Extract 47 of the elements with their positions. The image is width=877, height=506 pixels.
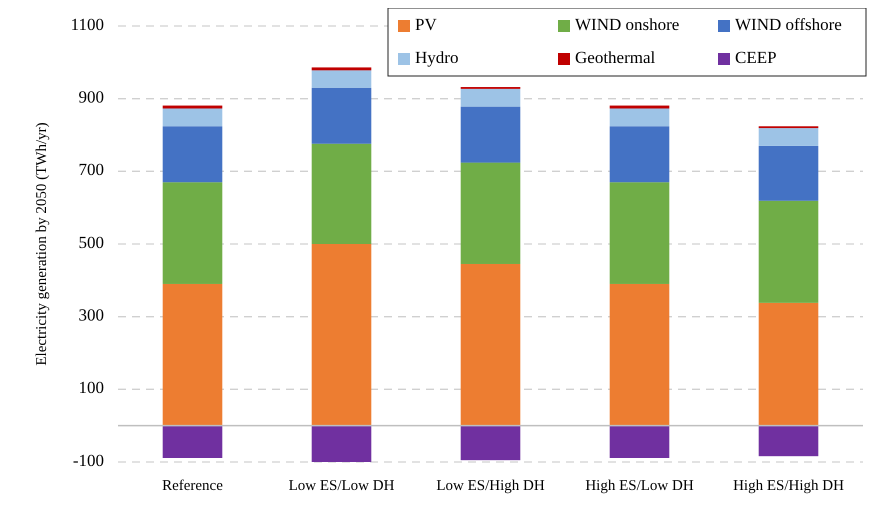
x-tick-label: Low ES/High DH [436, 478, 545, 494]
legend-label: WIND offshore [735, 14, 842, 34]
bar [758, 426, 818, 456]
y-tick-label: -100 [72, 450, 104, 470]
bar [460, 106, 520, 163]
bar [162, 182, 222, 284]
bar [610, 426, 670, 458]
bar [162, 106, 222, 108]
y-tick-label: 900 [78, 88, 104, 107]
bar [312, 144, 372, 244]
bar [460, 264, 520, 426]
legend-label: PV [415, 14, 438, 34]
bar [758, 200, 818, 303]
bar [460, 426, 520, 460]
y-tick-label: 100 [78, 378, 104, 398]
legend-label: Hydro [415, 48, 458, 67]
bar [610, 106, 670, 108]
bar [162, 426, 222, 458]
bar [312, 244, 372, 426]
bar [610, 284, 670, 426]
bar [758, 146, 818, 201]
legend-label: CEEP [735, 48, 777, 67]
bar [312, 426, 372, 462]
bar [162, 284, 222, 426]
bar [312, 88, 372, 144]
bar [610, 108, 670, 126]
x-tick-label: High ES/High DH [733, 478, 844, 494]
bar [610, 126, 670, 182]
x-tick-label: High ES/Low DH [585, 478, 694, 494]
bar [312, 70, 372, 88]
bar [162, 126, 222, 182]
bar [610, 182, 670, 284]
x-tick-label: Low ES/Low DH [288, 478, 395, 494]
bar [758, 128, 818, 146]
x-tick-label: Reference [162, 478, 224, 494]
bar [460, 88, 520, 107]
bar [162, 108, 222, 126]
y-tick-label: 700 [78, 160, 104, 180]
y-axis-title: Electricity generation by 2050 (TWh/yr) [34, 122, 50, 366]
bar [758, 302, 818, 426]
bar [312, 67, 372, 70]
y-tick-label: 1100 [70, 14, 104, 34]
legend-label: WIND onshore [575, 14, 680, 34]
y-tick-label: 500 [78, 232, 104, 252]
legend-label: Geothermal [575, 48, 656, 67]
y-tick-label: 300 [78, 306, 104, 325]
bar [460, 162, 520, 264]
